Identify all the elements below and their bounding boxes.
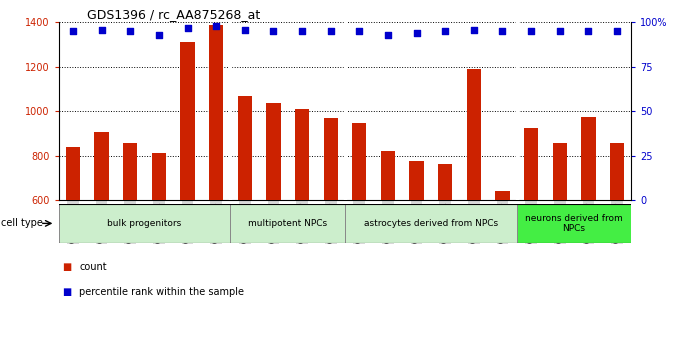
Text: multipotent NPCs: multipotent NPCs <box>248 219 327 228</box>
Point <box>382 32 393 38</box>
Point <box>554 29 565 34</box>
Point <box>153 32 164 38</box>
Point <box>440 29 451 34</box>
Point <box>210 23 221 29</box>
Bar <box>610 144 624 200</box>
Bar <box>438 164 453 200</box>
Bar <box>581 117 595 200</box>
Bar <box>123 144 137 200</box>
Text: neurons derived from
NPCs: neurons derived from NPCs <box>525 214 623 233</box>
Text: count: count <box>79 263 107 272</box>
Bar <box>495 191 510 200</box>
Bar <box>352 124 366 200</box>
Point <box>583 29 594 34</box>
Point <box>268 29 279 34</box>
Bar <box>209 24 224 200</box>
Text: astrocytes derived from NPCs: astrocytes derived from NPCs <box>364 219 498 228</box>
Point <box>497 29 508 34</box>
Text: ■: ■ <box>62 287 71 296</box>
Point <box>526 29 537 34</box>
Point <box>125 29 136 34</box>
Point <box>354 29 365 34</box>
Bar <box>59 204 230 243</box>
Bar <box>95 132 109 200</box>
Bar <box>517 204 631 243</box>
Bar <box>345 204 517 243</box>
Text: cell type: cell type <box>1 218 43 228</box>
Bar <box>324 118 338 200</box>
Bar <box>152 154 166 200</box>
Bar <box>180 42 195 200</box>
Bar <box>466 69 481 200</box>
Bar <box>66 147 80 200</box>
Point <box>182 25 193 30</box>
Bar <box>524 128 538 200</box>
Bar <box>230 204 345 243</box>
Bar <box>295 109 309 200</box>
Bar <box>409 161 424 200</box>
Text: ■: ■ <box>62 263 71 272</box>
Point <box>68 29 79 34</box>
Text: percentile rank within the sample: percentile rank within the sample <box>79 287 244 296</box>
Point <box>239 27 250 32</box>
Bar <box>266 104 281 200</box>
Text: bulk progenitors: bulk progenitors <box>108 219 181 228</box>
Point <box>297 29 308 34</box>
Point <box>411 30 422 36</box>
Bar <box>553 144 567 200</box>
Bar <box>381 151 395 200</box>
Point <box>96 27 107 32</box>
Text: GDS1396 / rc_AA875268_at: GDS1396 / rc_AA875268_at <box>88 8 261 21</box>
Bar <box>237 96 252 200</box>
Point <box>469 27 480 32</box>
Point <box>611 29 622 34</box>
Point <box>325 29 336 34</box>
